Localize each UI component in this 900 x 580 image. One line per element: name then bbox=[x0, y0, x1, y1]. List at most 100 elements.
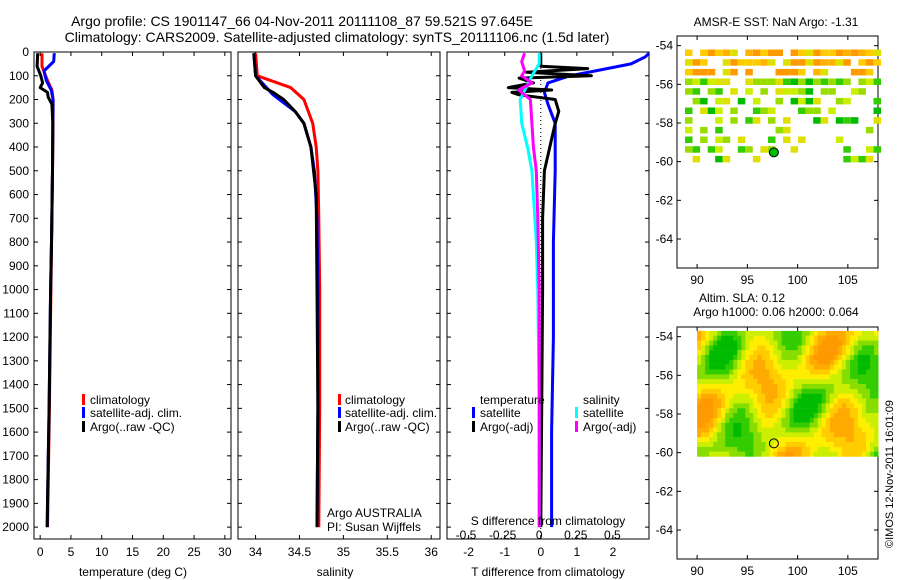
sal-legend-climatology: climatology bbox=[345, 393, 405, 407]
sla-cell bbox=[701, 330, 706, 336]
sla-cell bbox=[781, 330, 786, 336]
sla-cell bbox=[853, 330, 859, 336]
sla-cell bbox=[697, 335, 702, 341]
sla-cell bbox=[793, 446, 799, 452]
sla-cell bbox=[841, 330, 847, 336]
temp-legend-argo-swatch bbox=[82, 421, 85, 432]
sla-cell bbox=[857, 359, 863, 365]
sla-cell bbox=[709, 403, 714, 409]
sla-cell bbox=[874, 379, 879, 385]
sla-cell bbox=[773, 413, 778, 418]
sla-cell bbox=[765, 432, 770, 438]
sst-cell bbox=[722, 78, 731, 85]
sla-cell bbox=[741, 442, 746, 447]
sla-cell bbox=[801, 417, 807, 423]
sla-cell bbox=[825, 355, 831, 360]
sla-cell bbox=[789, 403, 795, 409]
sst-cell bbox=[835, 59, 844, 66]
sla-cell bbox=[741, 437, 746, 443]
sst-cell bbox=[745, 78, 753, 85]
sla-cell bbox=[813, 437, 819, 443]
sla-cell bbox=[781, 451, 786, 457]
s-diff-tick-label: -0.5 bbox=[456, 528, 477, 542]
sla-cell bbox=[721, 335, 726, 341]
salinity-panel bbox=[237, 51, 441, 540]
map-lat-label: -60 bbox=[656, 155, 674, 169]
sla-cell bbox=[741, 403, 746, 409]
sla-cell bbox=[797, 398, 803, 404]
depth-tick-label: 1400 bbox=[2, 378, 29, 392]
sla-cell bbox=[865, 451, 871, 457]
map-lat-label: -58 bbox=[656, 407, 674, 421]
sla-cell bbox=[797, 446, 803, 452]
sla-cell bbox=[829, 393, 835, 399]
sla-cell bbox=[717, 355, 722, 360]
sla-cell bbox=[697, 432, 702, 438]
sla-cell bbox=[753, 374, 758, 380]
sla-cell bbox=[781, 403, 786, 409]
sla-cell bbox=[749, 364, 754, 370]
sla-cell bbox=[825, 398, 831, 404]
sla-cell bbox=[849, 384, 855, 389]
sla-cell bbox=[837, 417, 843, 423]
sla-cell bbox=[701, 442, 706, 447]
sla-cell bbox=[861, 442, 867, 447]
sst-cell bbox=[707, 68, 716, 76]
difference-xlabel-top: S difference from climatology bbox=[471, 514, 626, 528]
sla-cell bbox=[717, 330, 722, 336]
sla-cell bbox=[709, 451, 714, 457]
sla-cell bbox=[781, 413, 786, 418]
sla-cell bbox=[805, 432, 811, 438]
sst-cell bbox=[730, 107, 738, 114]
sla-cell bbox=[729, 345, 734, 351]
sst-cell bbox=[707, 146, 716, 153]
sla-cell bbox=[825, 364, 831, 370]
sla-cell bbox=[857, 417, 863, 423]
sla-cell bbox=[721, 413, 726, 418]
diff-legend-temperature-title: temperature bbox=[480, 393, 545, 407]
sla-cell bbox=[781, 340, 786, 346]
sst-cell bbox=[798, 97, 806, 105]
sla-cell bbox=[773, 369, 778, 375]
map-lat-label: -64 bbox=[656, 232, 674, 246]
sla-cell bbox=[825, 369, 831, 375]
sla-cell bbox=[861, 384, 867, 389]
sst-cell bbox=[858, 78, 866, 85]
sla-cell bbox=[865, 388, 871, 394]
sla-cell bbox=[709, 350, 714, 356]
sla-cell bbox=[713, 384, 718, 389]
sla-cell bbox=[765, 330, 770, 336]
sst-cell bbox=[700, 97, 708, 105]
sla-cell bbox=[709, 432, 714, 438]
sla-cell bbox=[729, 369, 734, 375]
sla-cell bbox=[870, 335, 875, 341]
sla-cell bbox=[870, 384, 875, 389]
sla-cell bbox=[789, 417, 795, 423]
sla-cell bbox=[697, 393, 702, 399]
sla-cell bbox=[741, 350, 746, 356]
sla-cell bbox=[749, 413, 754, 418]
sla-cell bbox=[841, 388, 847, 394]
sla-cell bbox=[777, 384, 782, 389]
sla-cell bbox=[769, 388, 774, 394]
sla-cell bbox=[745, 374, 750, 380]
sst-cell bbox=[715, 78, 723, 85]
sla-cell bbox=[745, 384, 750, 389]
sla-cell bbox=[709, 398, 714, 404]
sla-cell bbox=[821, 369, 827, 375]
sla-cell bbox=[697, 442, 702, 447]
map-lat-label: -56 bbox=[656, 77, 674, 91]
sla-cell bbox=[865, 340, 871, 346]
sla-cell bbox=[697, 340, 702, 346]
sla-cell bbox=[841, 359, 847, 365]
sst-cell bbox=[865, 155, 874, 163]
sla-cell bbox=[733, 330, 738, 336]
sla-cell bbox=[781, 422, 786, 428]
sla-cell bbox=[745, 432, 750, 438]
sal-legend-satellite: satellite-adj. clim. bbox=[345, 406, 437, 420]
sla-cell bbox=[825, 379, 831, 385]
sst-cell bbox=[768, 107, 776, 114]
sla-cell bbox=[713, 422, 718, 428]
sst-cell bbox=[745, 146, 753, 153]
